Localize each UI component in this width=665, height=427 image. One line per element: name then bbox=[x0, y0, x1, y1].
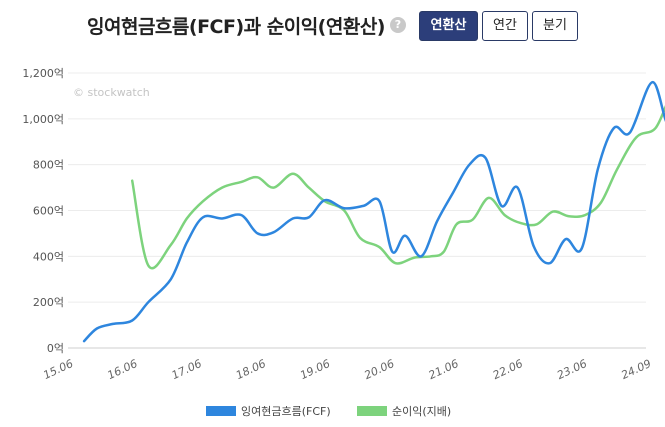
x-tick-label: 15.06 bbox=[41, 357, 75, 382]
x-tick-label: 22.06 bbox=[491, 357, 525, 382]
x-tick-label: 19.06 bbox=[298, 357, 332, 382]
quarterly-button[interactable]: 분기 bbox=[532, 11, 578, 41]
x-tick-label: 20.06 bbox=[362, 357, 396, 382]
net-income-legend-swatch[interactable] bbox=[357, 406, 387, 416]
x-tick-label: 24.09 bbox=[619, 357, 653, 382]
annual-button[interactable]: 연간 bbox=[482, 11, 528, 41]
annualized-button[interactable]: 연환산 bbox=[419, 11, 478, 41]
y-tick-label: 800억 bbox=[33, 159, 64, 172]
fcf-legend-swatch[interactable] bbox=[206, 406, 236, 416]
y-tick-label: 400억 bbox=[33, 250, 64, 263]
y-axis-ticks: 0억 200억 400억 600억 800억 1,000억 1,200억 bbox=[22, 67, 64, 355]
x-tick-label: 21.06 bbox=[427, 357, 461, 382]
y-tick-label: 0억 bbox=[47, 342, 64, 355]
chart-title: 잉여현금흐름(FCF)과 순이익(연환산) bbox=[87, 16, 386, 38]
help-icon[interactable]: ? bbox=[390, 17, 406, 33]
y-tick-label: 1,000억 bbox=[22, 113, 64, 126]
x-axis-ticks: 15.06 16.06 17.06 18.06 19.06 20.06 21.06 22.06… bbox=[41, 357, 653, 382]
y-tick-label: 200억 bbox=[33, 296, 64, 309]
net-income-legend-label[interactable]: 순이익(지배) bbox=[392, 405, 451, 418]
watermark: © stockwatch bbox=[73, 86, 150, 99]
x-tick-label: 23.06 bbox=[555, 357, 589, 382]
series-lines bbox=[82, 80, 665, 343]
legend[interactable]: 잉여현금흐름(FCF) 순이익(지배) bbox=[206, 405, 451, 418]
fcf-legend-label[interactable]: 잉여현금흐름(FCF) bbox=[241, 405, 331, 418]
x-tick-label: 17.06 bbox=[170, 357, 204, 382]
y-tick-label: 1,200억 bbox=[22, 67, 64, 80]
x-tick-label: 16.06 bbox=[105, 357, 139, 382]
y-tick-label: 600억 bbox=[33, 205, 64, 218]
fcf-line bbox=[82, 80, 665, 343]
chart-header: 잉여현금흐름(FCF)과 순이익(연환산) ? 연환산 연간 분기 bbox=[0, 0, 665, 56]
x-tick-label: 18.06 bbox=[234, 357, 268, 382]
gridlines bbox=[68, 72, 646, 349]
